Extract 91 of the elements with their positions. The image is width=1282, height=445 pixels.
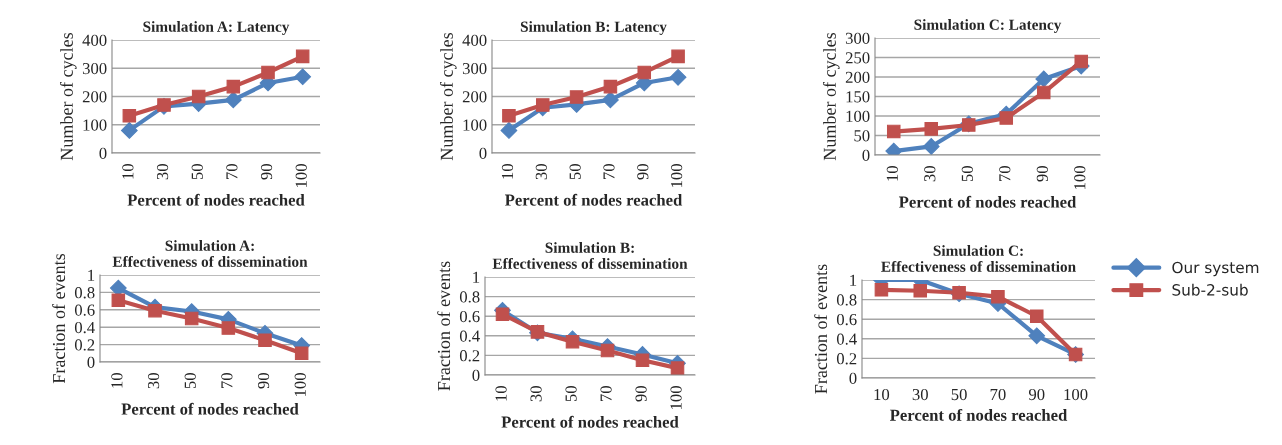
x-tick-label: 10 bbox=[122, 164, 134, 179]
x-tick-label: 50 bbox=[951, 388, 967, 401]
x-tick-label: 30 bbox=[147, 373, 160, 389]
x-tick-label: 100 bbox=[671, 164, 683, 187]
y-tick-label: 200 bbox=[82, 91, 107, 103]
y-tick-label: 100 bbox=[463, 119, 487, 131]
y-tick-label: 0.6 bbox=[74, 304, 95, 316]
y-tick-label: 0 bbox=[472, 369, 480, 381]
y-tick-label: 0.2 bbox=[74, 339, 95, 351]
y-tick-label: 0 bbox=[862, 149, 870, 161]
chart-title: Simulation C: Latency bbox=[914, 19, 1062, 33]
x-axis-title: Percent of nodes reached bbox=[504, 193, 683, 206]
x-tick-label: 10 bbox=[501, 164, 514, 179]
y-tick-label: 400 bbox=[82, 34, 107, 46]
y-axis-title: Number of cycles bbox=[439, 32, 457, 161]
legend-label: Our system bbox=[1172, 261, 1259, 277]
x-tick-label: 50 bbox=[569, 164, 581, 180]
x-tick-label: 10 bbox=[495, 386, 507, 401]
x-tick-label: 100 bbox=[294, 373, 306, 396]
y-tick-label: 0.8 bbox=[836, 294, 857, 306]
y-axis-title: Fraction of events bbox=[437, 261, 451, 391]
x-tick-label: 50 bbox=[184, 373, 196, 389]
y-tick-label: 0.2 bbox=[459, 350, 480, 362]
legend-label: Sub-2-sub bbox=[1172, 283, 1248, 296]
chart-title: Simulation C: Effectiveness of dissemination bbox=[881, 245, 1076, 272]
x-axis-title: Percent of nodes reached bbox=[121, 402, 299, 415]
x-tick-label: 70 bbox=[999, 166, 1011, 181]
y-tick-label: 250 bbox=[845, 52, 870, 64]
y-axis-title: Number of cycles bbox=[59, 32, 77, 161]
x-axis-title: Percent of nodes reached bbox=[127, 193, 305, 206]
x-tick-label: 100 bbox=[1064, 388, 1088, 401]
y-tick-label: 200 bbox=[845, 71, 870, 83]
x-tick-label: 90 bbox=[257, 373, 270, 389]
x-tick-label: 50 bbox=[191, 164, 203, 180]
x-tick-label: 70 bbox=[226, 164, 238, 179]
y-tick-label: 0.6 bbox=[459, 310, 480, 323]
y-tick-label: 0 bbox=[479, 147, 487, 159]
x-tick-label: 30 bbox=[924, 166, 936, 182]
y-tick-label: 0 bbox=[87, 356, 95, 368]
x-tick-label: 100 bbox=[295, 164, 307, 187]
y-tick-label: 0 bbox=[99, 147, 107, 159]
chart-title: Simulation B: Latency bbox=[520, 21, 667, 35]
x-tick-label: 30 bbox=[912, 388, 928, 401]
y-tick-label: 0 bbox=[849, 372, 857, 384]
x-axis-title: Percent of nodes reached bbox=[889, 408, 1068, 421]
x-tick-label: 30 bbox=[530, 386, 542, 402]
y-tick-label: 0.4 bbox=[836, 333, 857, 345]
y-tick-label: 300 bbox=[462, 62, 487, 75]
y-tick-label: 0.4 bbox=[459, 330, 480, 342]
x-axis-title: Percent of nodes reached bbox=[898, 195, 1077, 208]
x-axis-title: Percent of nodes reached bbox=[501, 415, 679, 428]
x-tick-label: 30 bbox=[535, 164, 547, 180]
y-axis-title: Fraction of events bbox=[814, 264, 828, 394]
x-tick-label: 90 bbox=[1028, 388, 1045, 401]
y-tick-label: 400 bbox=[462, 34, 487, 46]
y-tick-label: 0.8 bbox=[459, 291, 480, 303]
y-tick-label: 100 bbox=[846, 110, 870, 122]
y-tick-label: 0.6 bbox=[836, 313, 857, 326]
x-tick-label: 70 bbox=[990, 388, 1006, 401]
x-tick-label: 10 bbox=[874, 388, 890, 401]
x-tick-label: 90 bbox=[260, 164, 273, 180]
y-tick-label: 150 bbox=[846, 91, 870, 103]
x-tick-label: 90 bbox=[1036, 166, 1048, 182]
x-tick-label: 70 bbox=[221, 373, 233, 388]
x-tick-label: 50 bbox=[961, 166, 973, 182]
x-tick-label: 70 bbox=[600, 386, 612, 401]
y-tick-label: 0.4 bbox=[74, 321, 95, 334]
x-tick-label: 30 bbox=[156, 164, 169, 180]
y-tick-label: 1 bbox=[473, 271, 480, 283]
x-tick-label: 70 bbox=[603, 164, 615, 179]
chart-title: Simulation A: Latency bbox=[143, 21, 290, 35]
y-tick-label: 300 bbox=[82, 62, 107, 75]
x-tick-label: 100 bbox=[1074, 166, 1086, 189]
y-tick-label: 100 bbox=[83, 119, 107, 131]
chart-title: Simulation A: Effectiveness of dissemination bbox=[112, 240, 308, 267]
x-tick-label: 10 bbox=[111, 373, 123, 388]
x-tick-label: 10 bbox=[886, 166, 898, 181]
y-tick-label: 0.8 bbox=[74, 287, 95, 299]
y-tick-label: 200 bbox=[462, 91, 487, 103]
y-tick-label: 0.2 bbox=[836, 353, 857, 365]
x-tick-label: 100 bbox=[670, 386, 682, 409]
chart-title: Simulation B: Effectiveness of dissemination bbox=[492, 242, 688, 269]
x-tick-label: 90 bbox=[637, 164, 649, 180]
x-tick-label: 90 bbox=[635, 386, 647, 402]
y-axis-title: Number of cycles bbox=[822, 32, 840, 161]
y-tick-label: 300 bbox=[845, 32, 870, 44]
y-tick-label: 50 bbox=[854, 130, 870, 142]
x-tick-label: 50 bbox=[565, 386, 577, 402]
y-tick-label: 1 bbox=[88, 269, 95, 281]
y-tick-label: 1 bbox=[850, 274, 857, 286]
y-axis-title: Fraction of events bbox=[52, 253, 66, 384]
